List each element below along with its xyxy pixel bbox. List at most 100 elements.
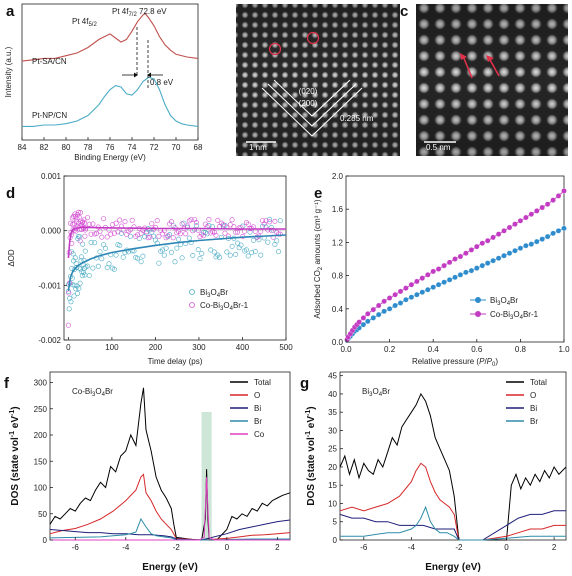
panel-d-point-co [115,229,121,235]
panel-e-ytick-label: 0.8 [332,272,344,281]
panel-d-point-bi3o4br [227,252,233,258]
panel-e-point-bi3o4br [474,265,480,271]
panel-d-point-co [268,227,274,233]
panel-d-point-bi3o4br [73,261,79,267]
panel-g-line-bi [339,510,566,541]
panel-d-point-bi3o4br [277,218,283,224]
panel-e-point-co [365,311,371,317]
panel-c-shading [416,4,568,156]
panel-d-xtick-label: 200 [149,343,163,352]
panel-a-series [21,12,199,127]
panel-d-point-co [143,229,149,235]
panel-d-point-co [277,231,283,237]
panel-d-point-co [152,224,158,230]
panel-e-point-co [534,208,540,214]
panel-d-xtick-label: 300 [192,343,206,352]
panel-d-point-bi3o4br [211,249,217,255]
panel-f-ytick-label: 150 [34,457,48,466]
panel-f-xtick-label: 2 [275,543,280,552]
panel-b-lattice-guide [267,83,357,127]
panel-d-point-co [243,220,249,226]
panel-d-point-bi3o4br [218,234,224,240]
panel-d-point-co [122,219,128,225]
panel-e-point-bi3o4br [441,279,447,285]
panel-e-point-bi3o4br [414,291,420,298]
panel-e-xlabel: Relative pressure (P/P0) [412,357,498,368]
panel-e-point-co [392,291,398,298]
panel-g-frame [339,371,567,541]
panel-d-point-bi3o4br [72,282,78,288]
panel-e-point-co [386,295,393,301]
panel-e-point-bi3o4br [550,230,556,237]
panel-f-legend-label-total: Total [254,378,271,387]
panel-e-series [344,188,567,344]
panel-d-point-co [192,217,198,223]
panel-e-point-bi3o4br [468,267,475,274]
panel-e-point-bi3o4br [506,250,513,256]
panel-c-arrowhead-right [486,55,494,62]
panel-f-ytick-label: 50 [38,510,47,519]
panel-d-series [64,209,287,328]
panel-g-ytick-label: 20 [328,463,337,472]
panel-b-spacing: 0.285 nm [340,114,374,123]
panel-d-point-bi3o4br [72,255,78,261]
panel-d-point-bi3o4br [213,254,219,260]
panel-d-point-co [165,233,171,239]
panel-d-legend-marker-co [189,302,195,308]
panel-e-point-bi3o4br [435,281,442,288]
panel-d-point-bi3o4br [97,249,103,255]
panel-d-point-co [218,220,224,226]
panel-f-ytick-label: 300 [34,379,48,388]
panel-e-point-co [419,275,426,281]
panel-f-legend-label-br: Br [254,417,262,426]
panel-e-point-bi3o4br [425,286,431,293]
panel-d-point-bi3o4br [73,286,79,292]
panel-d-point-bi3o4br [79,273,85,279]
panel-d-point-bi3o4br [267,216,273,222]
panel-d-point-co [220,222,226,228]
panel-e-ytick-label: 1.2 [332,238,344,247]
panel-d-point-co [206,217,212,223]
panel-g-line-o [339,462,566,541]
panel-d-ytick-label: -0.001 [38,281,61,290]
panel-e-point-bi3o4br [419,289,426,295]
panel-f-legend-label-bi: Bi [254,404,261,413]
panel-d-legend-label-co: Co-Bi3O4Br-1 [200,301,249,312]
panel-e-point-co [479,240,486,246]
panel-d-letter: d [6,185,15,202]
panel-d-point-co [81,217,87,223]
panel-d-point-bi3o4br [113,252,119,258]
panel-d-point-co [233,229,239,235]
panel-d-point-co [179,221,185,227]
panel-d-point-bi3o4br [265,239,271,245]
panel-a-chart: 84 82 80 78 76 74 72 70 68 Binding Energy (eV) I… [4,3,203,162]
panel-f-line-total [49,387,291,541]
panel-d-point-bi3o4br [102,245,108,251]
panel-f-ticks: -6 -4 -2 0 2 0 50 100 150 200 250 300 [34,379,281,553]
panel-e-point-bi3o4br [561,225,567,232]
panel-d-point-bi3o4br [82,248,88,254]
panel-c-arrow-left [462,55,473,79]
panel-e-legend-label-bi3o4br: Bi3O4Br [490,296,518,307]
panel-g-ytick-label: 40 [328,390,337,399]
panel-a-xtick-label: 84 [18,143,27,152]
panel-d-point-bi3o4br [95,263,101,269]
panel-g-xtick-label: -4 [408,543,416,552]
panel-e-point-bi3o4br [484,260,491,266]
panel-e-point-co [544,201,551,207]
panel-c-scale-label: 0.5 nm [426,143,451,152]
panel-g-ytick-label: 45 [328,372,337,381]
panel-d-point-co [81,226,87,232]
panel-e-point-co [441,262,447,269]
panel-f-ytick-label: 200 [34,431,48,440]
panel-d-point-co [236,225,242,231]
panel-f-ytick-label: 250 [34,405,48,414]
panel-d-point-co [113,220,119,226]
panel-e-point-bi3o4br [512,247,518,254]
panel-e-point-co [360,315,367,321]
panel-d-point-co [138,230,144,236]
panel-d-point-co [149,221,155,227]
panel-g-xtick-label: -6 [360,543,368,552]
panel-d-point-bi3o4br [106,261,112,267]
panel-d-point-co [86,221,92,227]
